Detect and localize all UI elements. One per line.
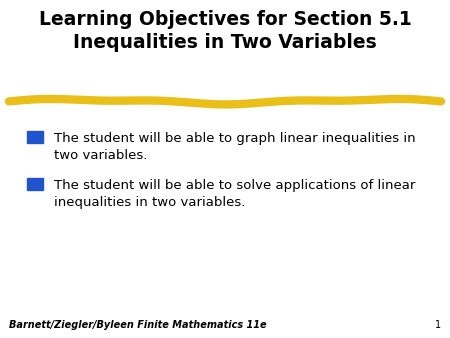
Text: Barnett/Ziegler/Byleen Finite Mathematics 11e: Barnett/Ziegler/Byleen Finite Mathematic… bbox=[9, 319, 266, 330]
Text: 1: 1 bbox=[435, 319, 441, 330]
FancyBboxPatch shape bbox=[27, 178, 43, 190]
Text: The student will be able to solve applications of linear
inequalities in two var: The student will be able to solve applic… bbox=[54, 179, 415, 209]
Text: The student will be able to graph linear inequalities in
two variables.: The student will be able to graph linear… bbox=[54, 132, 416, 162]
Text: Learning Objectives for Section 5.1
Inequalities in Two Variables: Learning Objectives for Section 5.1 Ineq… bbox=[39, 10, 411, 52]
FancyBboxPatch shape bbox=[27, 131, 43, 143]
